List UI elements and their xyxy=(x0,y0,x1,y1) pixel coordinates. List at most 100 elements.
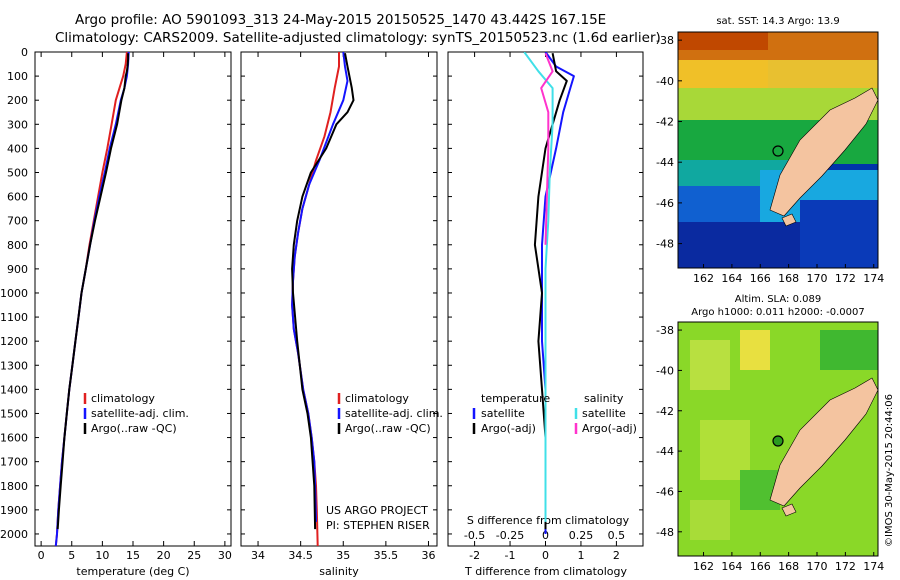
map-x-tick-label: 174 xyxy=(863,560,884,573)
legend-climatology: climatology xyxy=(91,392,155,405)
difference-legend: temperature satellite Argo(-adj) salinit… xyxy=(472,392,637,435)
salinity-xlabel: salinity xyxy=(319,565,359,578)
depth-tick-label: 900 xyxy=(7,263,28,276)
salinity-legend: climatology satellite-adj. clim. Argo(..… xyxy=(337,392,443,435)
map-y-tick-label: -38 xyxy=(656,324,674,337)
sla-map-title-1: Altim. SLA: 0.089 xyxy=(735,294,821,305)
map-y-tick-label: -44 xyxy=(656,445,674,458)
s-tick-label: 0.25 xyxy=(569,529,594,542)
series-line-argo xyxy=(56,53,130,530)
map-y-tick-label: -40 xyxy=(656,75,674,88)
depth-tick-label: 100 xyxy=(7,70,28,83)
temperature-xlabel: temperature (deg C) xyxy=(76,565,189,578)
temperature-series xyxy=(54,52,130,546)
sst-map-field xyxy=(678,32,878,268)
legend-argo: Argo(..raw -QC) xyxy=(345,422,431,435)
difference-s-ticks: -0.5 -0.25 0 0.25 0.5 xyxy=(464,529,625,542)
s-tick-label: -0.25 xyxy=(496,529,524,542)
depth-tick-label: 200 xyxy=(7,94,28,107)
sst-map-frame xyxy=(677,31,879,269)
legend-s-argo: Argo(-adj) xyxy=(582,422,637,435)
depth-tick-label: 1800 xyxy=(0,480,28,493)
temperature-legend: climatology satellite-adj. clim. Argo(..… xyxy=(83,392,189,435)
map-x-tick-label: 164 xyxy=(721,272,742,285)
sla-map-x-ticks: 162 164 166 168 170 172 174 xyxy=(693,552,884,573)
map-x-tick-label: 170 xyxy=(807,560,828,573)
t-difference-xlabel: T difference from climatology xyxy=(464,565,627,578)
x-tick-label: -1 xyxy=(505,549,516,562)
map-x-tick-label: 168 xyxy=(778,272,799,285)
salinity-x-ticks: 34 34.5 35 35.5 36 xyxy=(251,52,435,562)
depth-tick-label: 1000 xyxy=(0,287,28,300)
sla-map-y-ticks: -38 -40 -42 -44 -46 -48 xyxy=(656,324,682,539)
map-y-tick-label: -42 xyxy=(656,405,674,418)
map-x-tick-label: 174 xyxy=(863,272,884,285)
depth-tick-labels: 0 100 200 300 400 500 600 700 800 900 1000 1100 1200… xyxy=(0,46,28,541)
x-tick-label: 20 xyxy=(157,549,171,562)
legend-t-satellite: satellite xyxy=(481,407,525,420)
series-line-sal_satellite xyxy=(523,52,554,522)
map-y-tick-label: -40 xyxy=(656,364,674,377)
series-line-argo xyxy=(291,53,355,530)
sla-map-title-2: Argo h1000: 0.011 h2000: -0.0007 xyxy=(691,307,865,318)
map-x-tick-label: 166 xyxy=(750,560,771,573)
map-y-tick-label: -38 xyxy=(656,34,674,47)
s-tick-label: 0.5 xyxy=(608,529,626,542)
depth-tick-label: 800 xyxy=(7,239,28,252)
map-x-tick-label: 170 xyxy=(807,272,828,285)
depth-tick-label: 1900 xyxy=(0,504,28,517)
map-x-tick-label: 168 xyxy=(778,560,799,573)
depth-tick-label: 1200 xyxy=(0,335,28,348)
x-tick-label: 0 xyxy=(542,549,549,562)
salinity-series xyxy=(291,52,355,546)
x-tick-label: 1 xyxy=(577,549,584,562)
sst-profile-marker xyxy=(772,145,784,157)
header-line2: Climatology: CARS2009. Satellite-adjuste… xyxy=(55,30,661,46)
map-y-tick-label: -44 xyxy=(656,156,674,169)
depth-tick-label: 2000 xyxy=(0,528,28,541)
map-y-tick-label: -42 xyxy=(656,116,674,129)
sst-map-y-ticks: -38 -40 -42 -44 -46 -48 xyxy=(656,34,682,251)
x-tick-label: 34.5 xyxy=(288,549,313,562)
map-x-tick-label: 162 xyxy=(693,560,714,573)
salinity-plot-frame xyxy=(240,51,438,547)
x-tick-label: 10 xyxy=(95,549,109,562)
sla-map-frame xyxy=(677,321,879,557)
depth-tick-label: 1600 xyxy=(0,432,28,445)
sst-map-title: sat. SST: 14.3 Argo: 13.9 xyxy=(716,16,839,27)
map-x-tick-label: 166 xyxy=(750,272,771,285)
map-x-tick-label: 164 xyxy=(721,560,742,573)
legend-temperature-title: temperature xyxy=(481,392,550,405)
difference-series xyxy=(523,52,575,534)
depth-tick-label: 1400 xyxy=(0,383,28,396)
temperature-x-ticks: 0 5 10 15 20 25 30 xyxy=(38,52,232,562)
x-tick-label: -2 xyxy=(469,549,480,562)
map-x-tick-label: 162 xyxy=(693,272,714,285)
timestamp-credit: ©IMOS 30-May-2015 20:44:06 xyxy=(884,394,895,547)
x-tick-label: 35.5 xyxy=(374,549,399,562)
depth-tick-label: 1300 xyxy=(0,359,28,372)
legend-satellite: satellite-adj. clim. xyxy=(345,407,443,420)
sst-map-x-ticks: 162 164 166 168 170 172 174 xyxy=(693,264,884,285)
s-tick-label: 0 xyxy=(542,529,549,542)
temperature-plot-frame xyxy=(34,51,232,547)
depth-tick-label: 600 xyxy=(7,191,28,204)
x-tick-label: 25 xyxy=(187,549,201,562)
legend-satellite: satellite-adj. clim. xyxy=(91,407,189,420)
x-tick-label: 5 xyxy=(68,549,75,562)
series-line-sal_argo xyxy=(540,52,554,245)
map-y-tick-label: -46 xyxy=(656,485,674,498)
legend-climatology: climatology xyxy=(345,392,409,405)
map-y-tick-label: -46 xyxy=(656,197,674,210)
legend-argo: Argo(..raw -QC) xyxy=(91,422,177,435)
depth-tick-label: 1100 xyxy=(0,311,28,324)
pi-credit: PI: STEPHEN RISER xyxy=(326,519,430,532)
legend-s-satellite: satellite xyxy=(582,407,626,420)
x-tick-label: 30 xyxy=(218,549,232,562)
depth-tick-label: 700 xyxy=(7,215,28,228)
legend-t-argo: Argo(-adj) xyxy=(481,422,536,435)
depth-tick-label: 1700 xyxy=(0,456,28,469)
x-tick-label: 2 xyxy=(613,549,620,562)
sla-map-field xyxy=(678,322,878,556)
